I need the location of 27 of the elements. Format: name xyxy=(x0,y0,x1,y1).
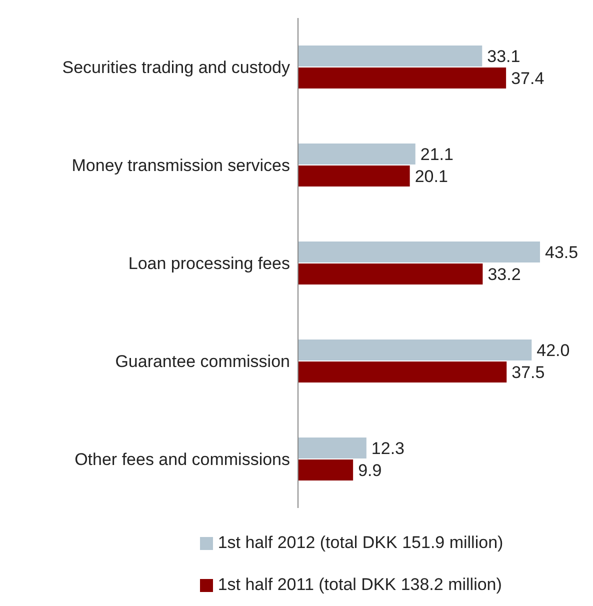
y-tick-label: Securities trading and custody xyxy=(62,58,290,78)
legend-label: 1st half 2012 (total DKK 151.9 million) xyxy=(218,533,504,553)
bar xyxy=(298,361,507,382)
data-label: 20.1 xyxy=(414,166,448,186)
bar xyxy=(298,45,482,66)
bar xyxy=(298,437,366,458)
bar xyxy=(298,165,410,186)
bar xyxy=(298,263,483,284)
data-label: 9.9 xyxy=(358,460,382,480)
data-label: 43.5 xyxy=(545,242,578,262)
bar xyxy=(298,143,416,164)
legend-label: 1st half 2011 (total DKK 138.2 million) xyxy=(218,575,502,595)
data-label: 37.4 xyxy=(511,68,544,88)
bar xyxy=(298,459,354,480)
y-tick-label: Guarantee commission xyxy=(115,352,290,372)
y-tick-label: Other fees and commissions xyxy=(74,450,290,470)
data-label: 42.0 xyxy=(536,340,570,360)
data-label: 21.1 xyxy=(420,144,454,164)
y-tick-label: Money transmission services xyxy=(72,156,290,176)
bar xyxy=(298,67,506,88)
data-label: 33.1 xyxy=(487,46,520,66)
data-label: 33.2 xyxy=(488,264,521,284)
bar xyxy=(298,241,540,262)
bar xyxy=(298,339,532,360)
data-label: 12.3 xyxy=(371,438,405,458)
y-tick-label: Loan processing fees xyxy=(128,254,290,274)
data-label: 37.5 xyxy=(512,362,545,382)
